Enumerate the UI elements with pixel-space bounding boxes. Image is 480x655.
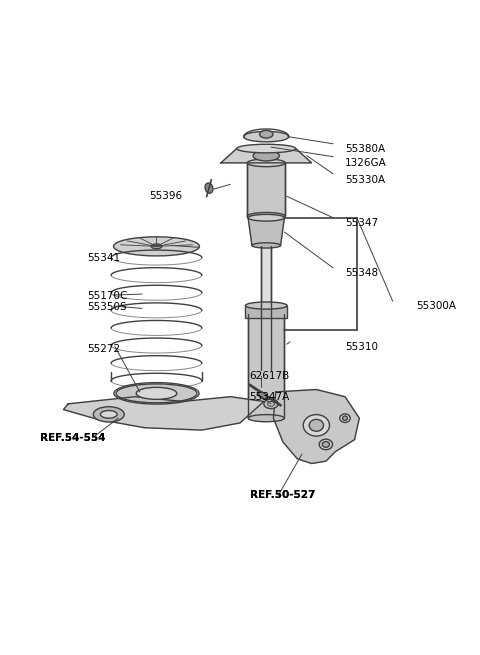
- Ellipse shape: [151, 244, 162, 249]
- Text: 55300A: 55300A: [417, 301, 456, 311]
- Text: REF.54-554: REF.54-554: [39, 433, 105, 443]
- Text: REF.50-527: REF.50-527: [250, 491, 315, 500]
- Bar: [262, 246, 271, 371]
- Text: 55347: 55347: [345, 217, 378, 227]
- Text: 55348: 55348: [345, 268, 378, 278]
- Text: REF.50-527: REF.50-527: [250, 491, 315, 500]
- Ellipse shape: [309, 419, 324, 431]
- Ellipse shape: [243, 132, 289, 142]
- Ellipse shape: [205, 183, 213, 193]
- Bar: [245, 306, 287, 318]
- Ellipse shape: [319, 439, 333, 450]
- Ellipse shape: [93, 407, 124, 422]
- Text: REF.54-554: REF.54-554: [39, 433, 105, 443]
- Ellipse shape: [248, 310, 284, 318]
- Ellipse shape: [340, 414, 350, 422]
- Bar: [248, 314, 284, 418]
- Text: 55396: 55396: [149, 191, 182, 201]
- Text: 55272: 55272: [87, 344, 120, 354]
- Text: 55170C: 55170C: [87, 291, 128, 301]
- Bar: [247, 163, 285, 216]
- Polygon shape: [63, 397, 264, 430]
- Text: 62617B: 62617B: [250, 371, 290, 381]
- Polygon shape: [248, 217, 284, 246]
- Text: 55380A: 55380A: [345, 143, 385, 153]
- Text: 55330A: 55330A: [345, 175, 385, 185]
- Ellipse shape: [136, 387, 177, 400]
- Ellipse shape: [237, 144, 296, 153]
- Ellipse shape: [245, 302, 287, 309]
- Ellipse shape: [303, 415, 329, 436]
- Ellipse shape: [264, 399, 278, 409]
- Ellipse shape: [253, 151, 279, 161]
- Ellipse shape: [248, 415, 284, 422]
- Ellipse shape: [343, 416, 348, 421]
- Polygon shape: [221, 149, 312, 163]
- Text: 55347A: 55347A: [250, 392, 290, 402]
- Text: 1326GA: 1326GA: [345, 158, 387, 168]
- Ellipse shape: [247, 212, 285, 220]
- Text: 55310: 55310: [345, 342, 378, 352]
- Text: 55341: 55341: [87, 253, 120, 263]
- Polygon shape: [274, 390, 360, 464]
- Ellipse shape: [261, 145, 272, 149]
- Ellipse shape: [247, 159, 285, 166]
- Text: 55350S: 55350S: [87, 302, 127, 312]
- Ellipse shape: [248, 214, 284, 221]
- Ellipse shape: [260, 130, 273, 138]
- Ellipse shape: [114, 237, 199, 256]
- Ellipse shape: [116, 384, 197, 403]
- Ellipse shape: [100, 411, 117, 418]
- Ellipse shape: [252, 243, 281, 248]
- Ellipse shape: [323, 441, 329, 447]
- Ellipse shape: [258, 392, 267, 399]
